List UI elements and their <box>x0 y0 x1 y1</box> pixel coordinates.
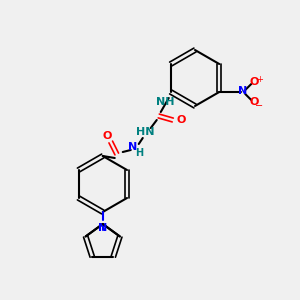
Text: N: N <box>238 86 247 96</box>
Text: H: H <box>135 148 143 158</box>
Text: O: O <box>250 77 259 87</box>
Text: N: N <box>98 223 107 233</box>
Text: O: O <box>102 131 111 141</box>
Text: N: N <box>128 142 137 152</box>
Text: +: + <box>256 76 263 85</box>
Text: HN: HN <box>136 127 154 137</box>
Text: O: O <box>176 115 185 125</box>
Text: O: O <box>250 97 259 107</box>
Text: −: − <box>255 101 263 111</box>
Text: NH: NH <box>155 97 174 107</box>
